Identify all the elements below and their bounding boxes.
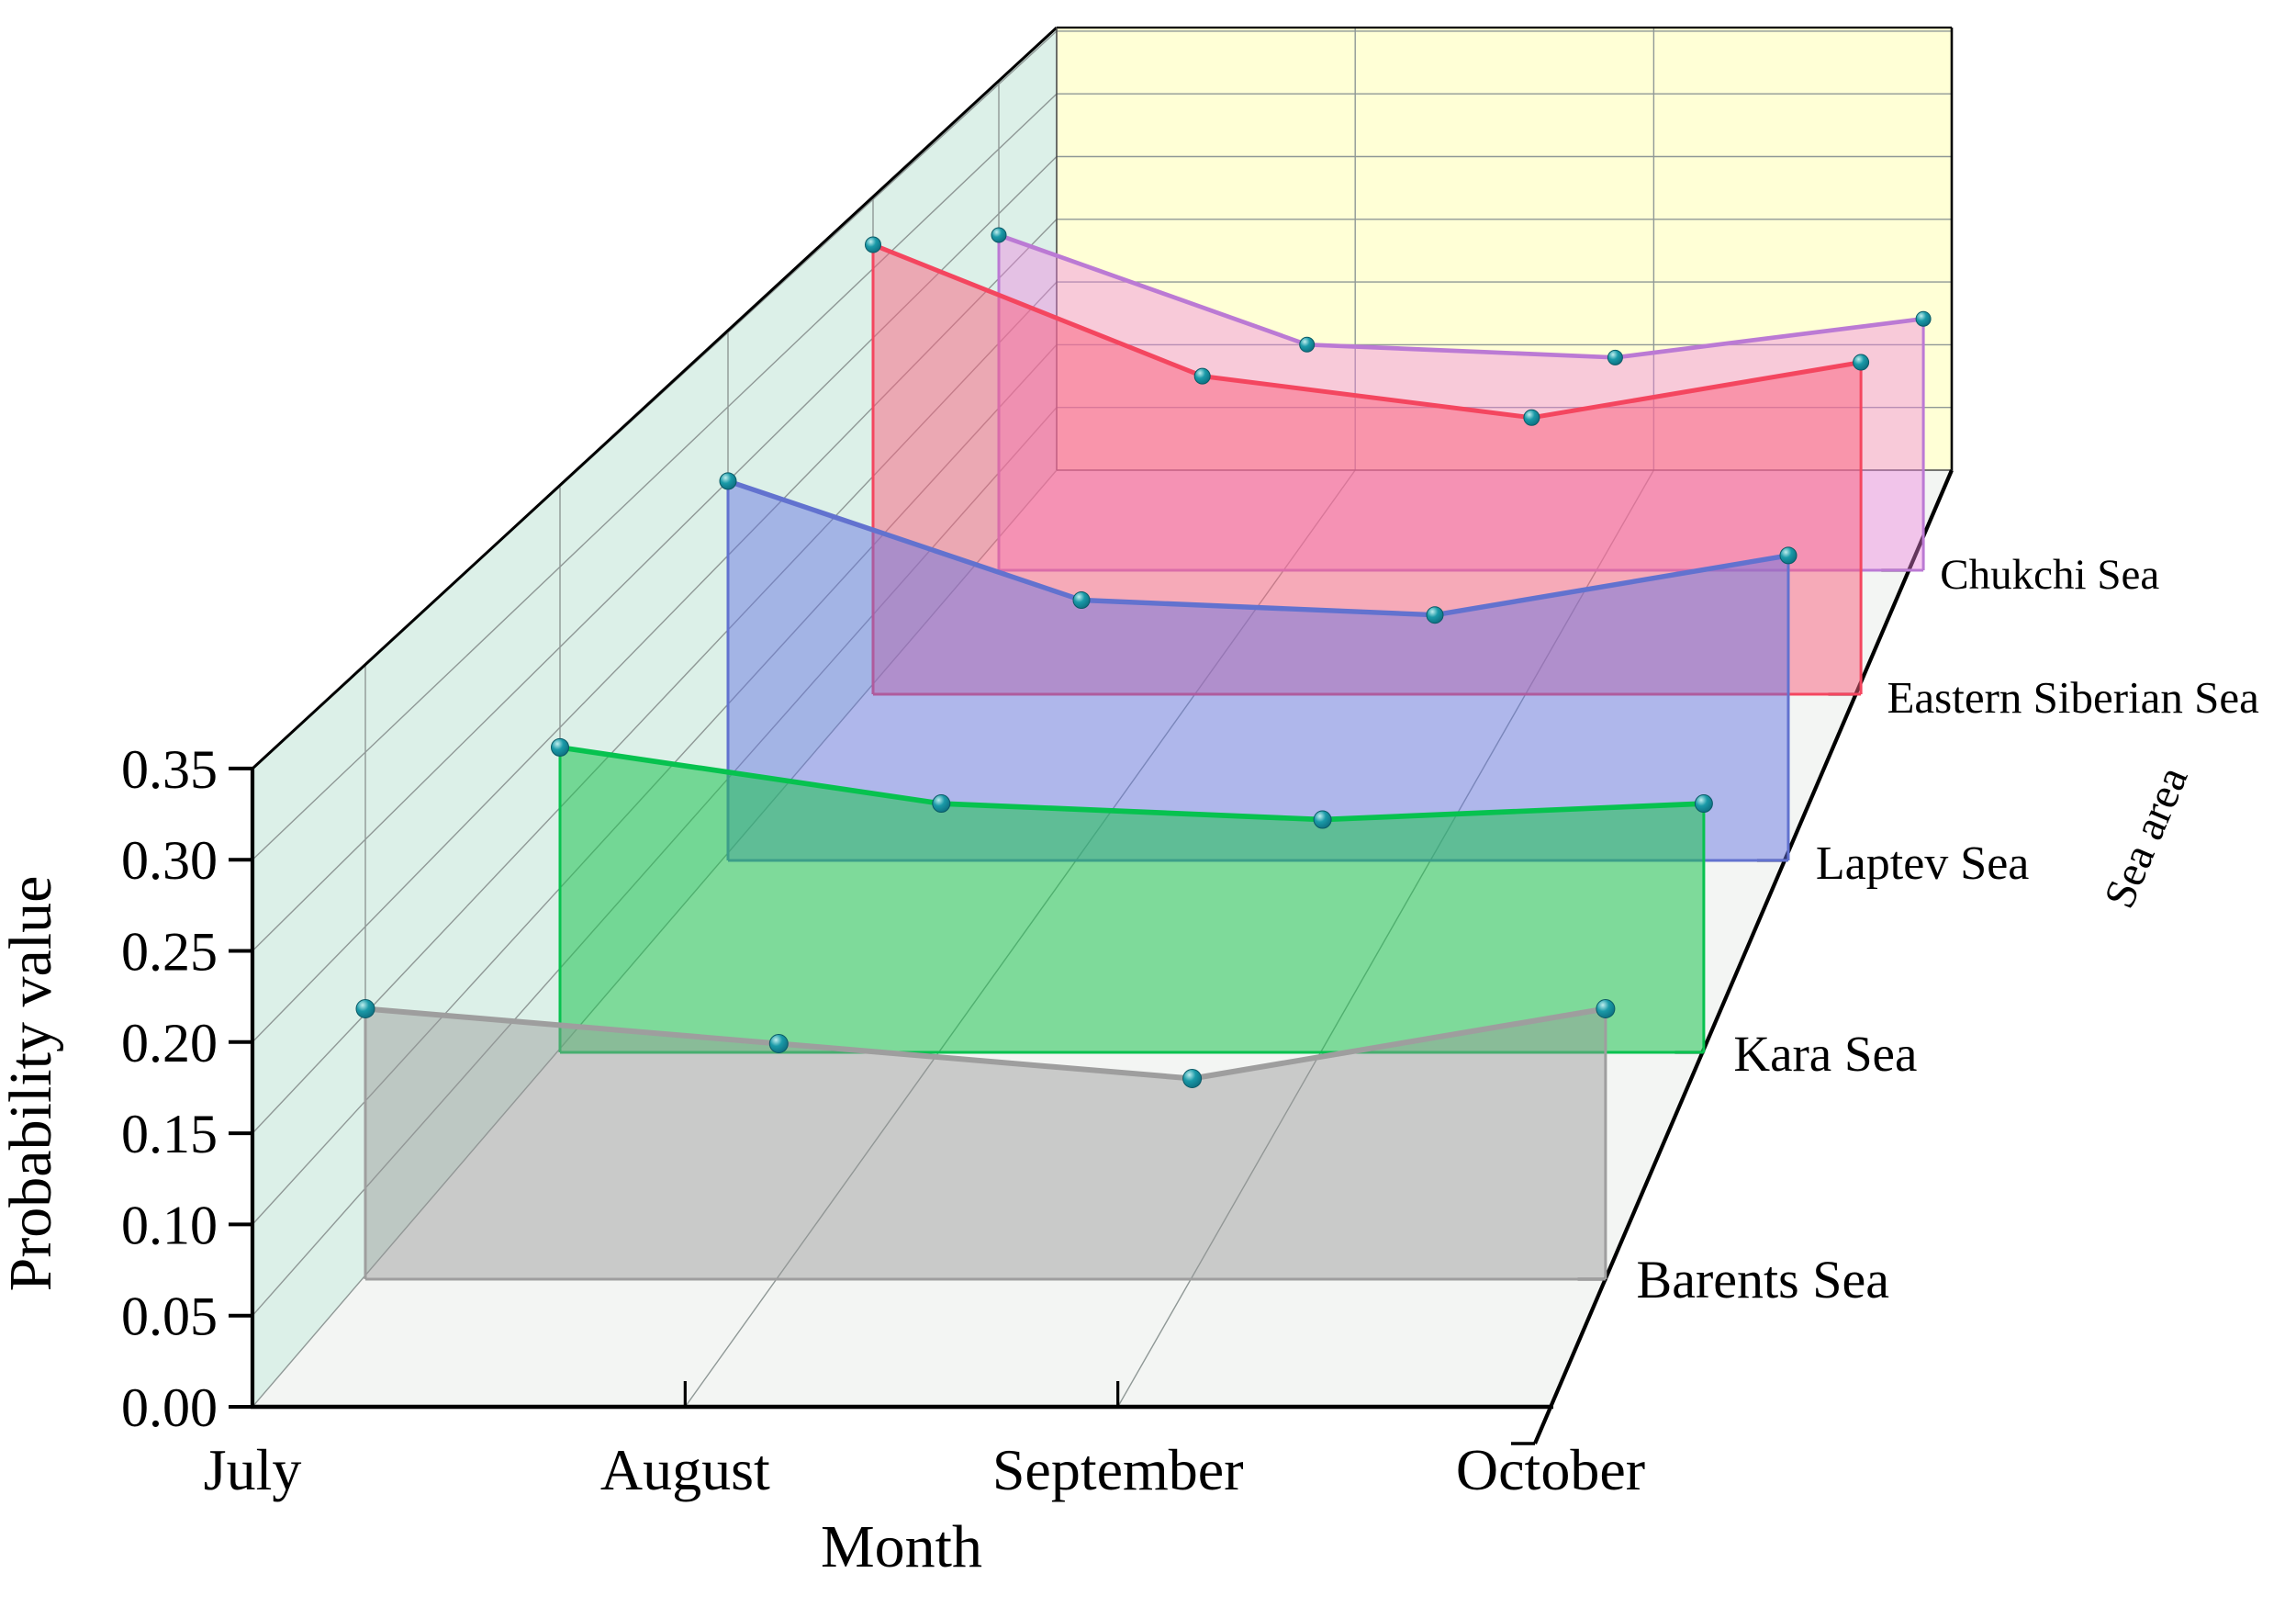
x-tick-label: September (992, 1437, 1244, 1502)
data-point-sphere (1426, 606, 1444, 624)
y-tick-label: 0.30 (121, 830, 218, 891)
data-point-sphere (1523, 409, 1540, 426)
z-tick-label: Eastern Siberian Sea (1887, 672, 2259, 723)
data-point-sphere (1193, 367, 1211, 385)
y-tick-label: 0.00 (121, 1377, 218, 1438)
data-point-sphere (1313, 810, 1332, 829)
z-tick-label: Chukchi Sea (1940, 551, 2159, 599)
y-tick-label: 0.05 (121, 1287, 218, 1347)
data-point-sphere (1853, 354, 1870, 371)
y-tick-label: 0.10 (121, 1195, 218, 1255)
left-wall-top-edge (251, 26, 1058, 770)
data-ribbons (355, 227, 1932, 1281)
data-point-sphere (1915, 310, 1932, 327)
data-point-sphere (355, 999, 375, 1018)
ribbon-fill (873, 244, 1862, 694)
ribbon-fill (728, 480, 1788, 860)
data-point-sphere (991, 227, 1007, 243)
z-axis-line (1533, 469, 1954, 1444)
x-axis-title: Month (821, 1513, 982, 1580)
x-tick-label: August (600, 1437, 770, 1502)
z-tick-label: Kara Sea (1733, 1026, 1917, 1082)
series-line (870, 242, 1864, 421)
data-point-sphere (1779, 546, 1798, 565)
data-point-sphere (719, 472, 737, 490)
data-point-sphere (1694, 794, 1713, 814)
data-point-sphere (1072, 591, 1091, 609)
left-wall-gridline (252, 93, 1058, 860)
left-wall (252, 28, 1057, 1407)
series-line (996, 232, 1926, 360)
axes: 0.00 0.05 0.10 0.15 0.20 0.25 0.30 0.35 July Augu… (121, 469, 2259, 1502)
z-tick-label: Laptev Sea (1816, 837, 2029, 890)
series-kara-sea (551, 737, 1713, 1054)
data-point-sphere (1299, 336, 1316, 353)
x-tick-label: October (1456, 1437, 1645, 1502)
back-wall (1057, 28, 1952, 470)
z-tick-label: Barents Sea (1637, 1250, 1889, 1309)
series-line (557, 745, 1707, 823)
y-axis-title: Probability value (0, 876, 64, 1292)
y-tick-label: 0.25 (121, 922, 218, 983)
series-line (363, 1006, 1608, 1082)
data-point-sphere (865, 236, 881, 253)
data-point-sphere (551, 737, 569, 757)
x-tick-label: July (204, 1437, 302, 1502)
series-line (725, 478, 1791, 618)
y-tick-label: 0.15 (121, 1104, 218, 1164)
y-tick-label: 0.20 (121, 1013, 218, 1073)
data-point-sphere (1607, 349, 1623, 365)
data-point-sphere (1596, 999, 1616, 1018)
series-eastern-siberian-sea (865, 236, 1870, 696)
z-axis-title: Sea area (2095, 759, 2198, 915)
ribbon-fill (560, 747, 1704, 1052)
data-point-sphere (932, 794, 951, 814)
data-point-sphere (1182, 1069, 1203, 1088)
y-tick-label: 0.35 (121, 739, 218, 800)
ribbon-fill (365, 1008, 1606, 1279)
series-barents-sea (355, 999, 1616, 1281)
data-point-sphere (768, 1034, 789, 1053)
